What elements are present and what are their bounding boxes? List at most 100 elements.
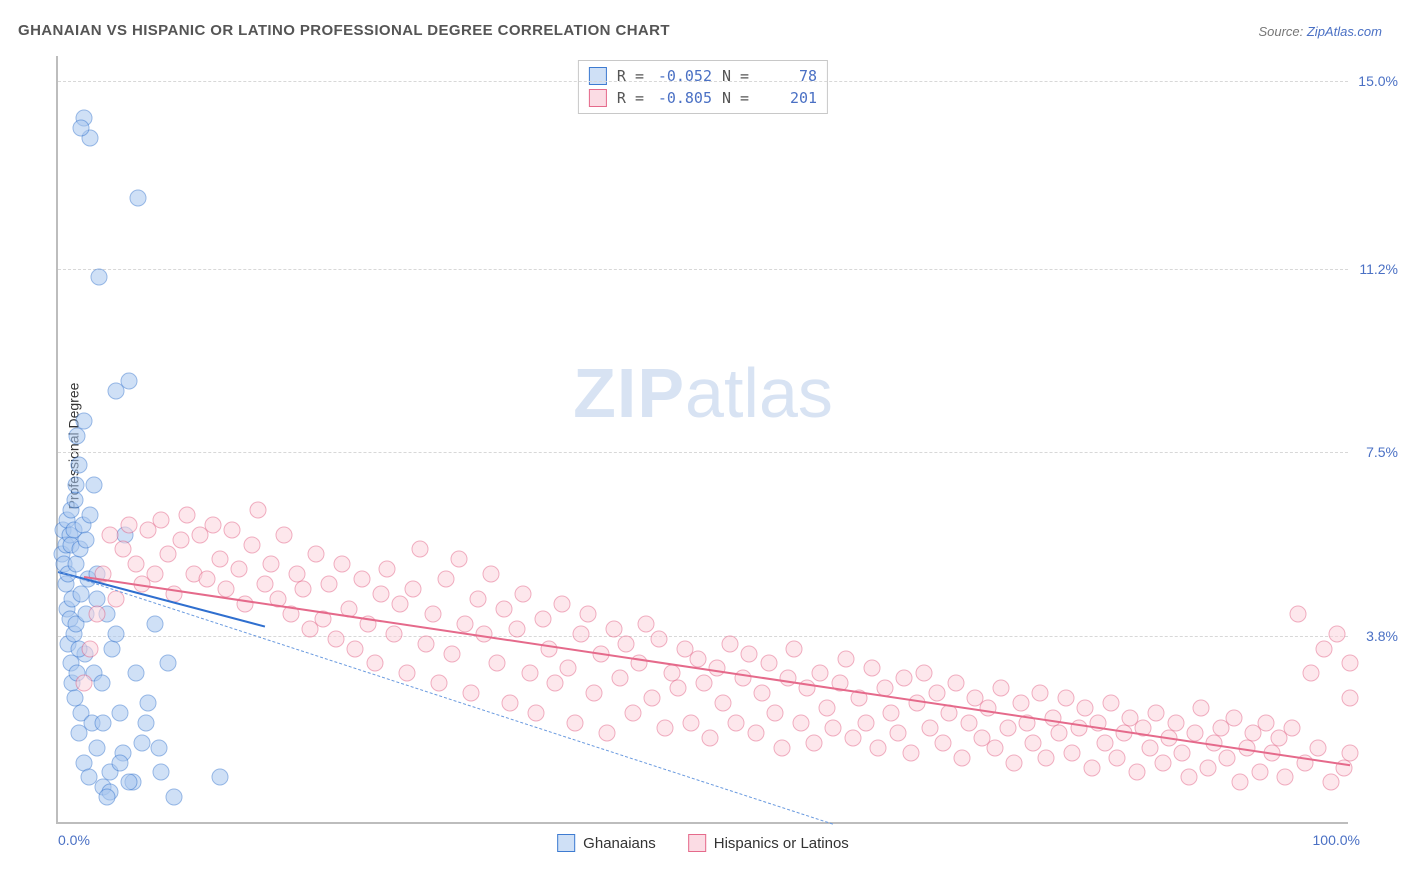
scatter-point <box>146 615 163 632</box>
scatter-point <box>101 526 118 543</box>
scatter-point <box>373 586 390 603</box>
scatter-point <box>93 675 110 692</box>
y-tick-label: 7.5% <box>1354 444 1398 460</box>
scatter-point <box>1342 655 1359 672</box>
swatch-pink-icon <box>688 834 706 852</box>
scatter-point <box>243 536 260 553</box>
scatter-point <box>217 581 234 598</box>
scatter-point <box>385 625 402 642</box>
scatter-point <box>889 724 906 741</box>
scatter-point <box>508 620 525 637</box>
scatter-point <box>463 685 480 702</box>
scatter-point <box>153 764 170 781</box>
scatter-point <box>1070 719 1087 736</box>
scatter-point <box>560 660 577 677</box>
scatter-point <box>999 719 1016 736</box>
scatter-point <box>637 615 654 632</box>
source-prefix: Source: <box>1258 24 1306 39</box>
scatter-point <box>276 526 293 543</box>
source-link[interactable]: ZipAtlas.com <box>1307 24 1382 39</box>
scatter-point <box>78 531 95 548</box>
scatter-point <box>114 541 131 558</box>
scatter-point <box>618 635 635 652</box>
scatter-point <box>915 665 932 682</box>
scatter-point <box>82 640 99 657</box>
scatter-point <box>1225 709 1242 726</box>
scatter-point <box>121 774 138 791</box>
scatter-point <box>68 556 85 573</box>
watermark-bold: ZIP <box>573 354 685 432</box>
scatter-point <box>456 615 473 632</box>
scatter-point <box>99 789 116 806</box>
scatter-point <box>954 749 971 766</box>
scatter-point <box>960 714 977 731</box>
scatter-point <box>146 566 163 583</box>
scatter-point <box>82 506 99 523</box>
scatter-point <box>1329 625 1346 642</box>
scatter-point <box>1199 759 1216 776</box>
scatter-point <box>70 457 87 474</box>
scatter-point <box>437 571 454 588</box>
scatter-point <box>857 714 874 731</box>
legend-n-label: N = <box>722 65 749 87</box>
scatter-point <box>553 596 570 613</box>
scatter-point <box>75 675 92 692</box>
scatter-point <box>702 729 719 746</box>
scatter-point <box>1012 695 1029 712</box>
scatter-point <box>140 695 157 712</box>
scatter-point <box>237 596 254 613</box>
scatter-point <box>547 675 564 692</box>
scatter-point <box>1180 769 1197 786</box>
scatter-point <box>1102 695 1119 712</box>
scatter-point <box>786 640 803 657</box>
scatter-point <box>66 491 83 508</box>
scatter-point <box>379 561 396 578</box>
scatter-point <box>502 695 519 712</box>
scatter-point <box>137 714 154 731</box>
scatter-point <box>696 675 713 692</box>
scatter-point <box>88 739 105 756</box>
scatter-point <box>1342 690 1359 707</box>
scatter-point <box>321 576 338 593</box>
legend-label-2: Hispanics or Latinos <box>714 835 849 852</box>
scatter-point <box>418 635 435 652</box>
x-tick-label: 0.0% <box>58 832 90 848</box>
legend-n-value-2: 201 <box>759 87 817 109</box>
scatter-point <box>166 789 183 806</box>
scatter-point <box>327 630 344 647</box>
scatter-point <box>1186 724 1203 741</box>
scatter-point <box>805 734 822 751</box>
legend-item-hispanics: Hispanics or Latinos <box>688 834 849 852</box>
scatter-point <box>392 596 409 613</box>
scatter-point <box>1057 690 1074 707</box>
y-tick-label: 15.0% <box>1354 73 1398 89</box>
scatter-point <box>133 734 150 751</box>
scatter-point <box>747 724 764 741</box>
legend-n-value-1: 78 <box>759 65 817 87</box>
scatter-point <box>431 675 448 692</box>
scatter-point <box>405 581 422 598</box>
scatter-point <box>1025 734 1042 751</box>
scatter-point <box>1309 739 1326 756</box>
scatter-point <box>121 373 138 390</box>
scatter-point <box>1064 744 1081 761</box>
scatter-point <box>1038 749 1055 766</box>
gridline <box>58 269 1348 270</box>
scatter-point <box>1251 764 1268 781</box>
scatter-point <box>482 566 499 583</box>
scatter-point <box>838 650 855 667</box>
scatter-point <box>650 630 667 647</box>
scatter-point <box>172 531 189 548</box>
scatter-point <box>863 660 880 677</box>
scatter-point <box>1083 759 1100 776</box>
scatter-point <box>657 719 674 736</box>
scatter-point <box>211 551 228 568</box>
scatter-point <box>112 754 129 771</box>
y-tick-label: 3.8% <box>1354 628 1398 644</box>
scatter-point <box>1051 724 1068 741</box>
scatter-point <box>1232 774 1249 791</box>
scatter-point <box>95 714 112 731</box>
scatter-point <box>150 739 167 756</box>
scatter-point <box>230 561 247 578</box>
scatter-point <box>295 581 312 598</box>
